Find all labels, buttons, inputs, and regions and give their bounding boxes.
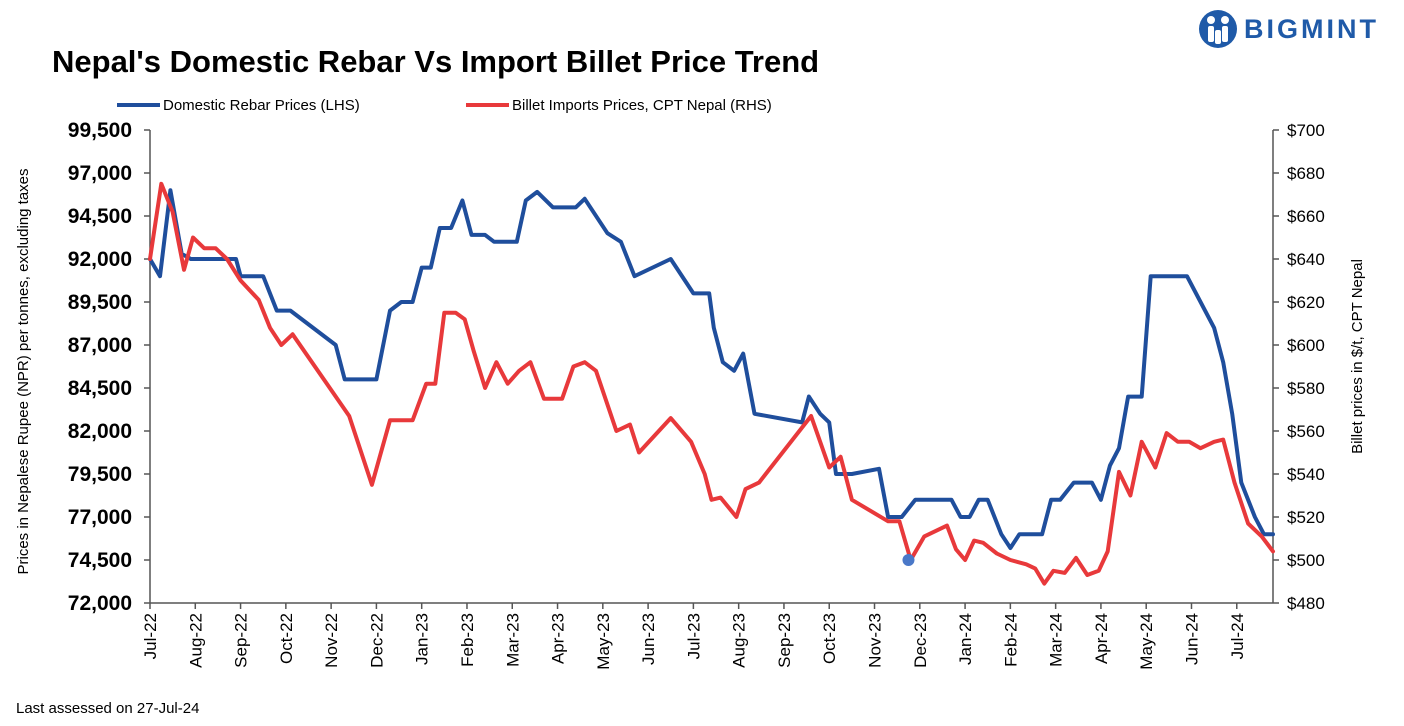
y-tick-label: 72,000 [68, 592, 132, 615]
x-tick-label: Dec-23 [911, 613, 930, 668]
y-tick-label: 92,000 [68, 248, 132, 271]
y-tick-label: 99,500 [68, 119, 132, 142]
x-tick-label: Nov-23 [866, 613, 885, 668]
y-tick-label: 77,000 [68, 506, 132, 529]
x-tick-label: Jan-24 [956, 613, 975, 665]
y2-tick-label: $680 [1287, 164, 1325, 183]
y2-tick-label: $700 [1287, 121, 1325, 140]
y2-tick-label: $560 [1287, 422, 1325, 441]
x-tick-label: Oct-22 [277, 613, 296, 664]
x-tick-label: Jun-24 [1182, 613, 1201, 665]
y-tick-label: 87,000 [68, 334, 132, 357]
brand-name: BIGMINT [1244, 13, 1379, 44]
highlight-point-marker [902, 554, 915, 566]
y2-tick-label: $640 [1287, 250, 1325, 269]
last-assessed-note: Last assessed on 27-Jul-24 [16, 700, 200, 717]
x-tick-label: Jun-23 [639, 613, 658, 665]
x-tick-label: Sep-23 [775, 613, 794, 668]
y-tick-label: 79,500 [68, 463, 132, 486]
y2-tick-label: $580 [1287, 379, 1325, 398]
y2-tick-label: $660 [1287, 207, 1325, 226]
y-tick-label: 94,500 [68, 205, 132, 228]
y2-tick-label: $500 [1287, 551, 1325, 570]
x-tick-label: Feb-24 [1001, 613, 1020, 667]
x-tick-label: Mar-23 [503, 613, 522, 667]
page-title: Nepal's Domestic Rebar Vs Import Billet … [52, 44, 820, 79]
y2-axis-title: Billet prices in $/t, CPT Nepal [1349, 259, 1366, 454]
y2-tick-label: $480 [1287, 594, 1325, 613]
x-tick-label: Feb-23 [458, 613, 477, 667]
x-tick-label: Jan-23 [413, 613, 432, 665]
x-tick-label: Oct-23 [820, 613, 839, 664]
rebar-price-line [148, 188, 1275, 550]
x-tick-label: Jul-23 [684, 613, 703, 659]
y-tick-label: 89,500 [68, 291, 132, 314]
y2-tick-label: $520 [1287, 508, 1325, 527]
x-tick-label: Apr-24 [1092, 613, 1111, 664]
x-tick-label: Apr-23 [549, 613, 568, 664]
x-tick-label: Mar-24 [1047, 613, 1066, 667]
y-tick-label: 82,000 [68, 420, 132, 443]
y-tick-label: 84,500 [68, 377, 132, 400]
x-tick-label: Dec-22 [367, 613, 386, 668]
y-axis-title: Prices in Nepalese Rupee (NPR) per tonne… [15, 168, 32, 574]
y2-tick-label: $540 [1287, 465, 1325, 484]
billet-price-line [148, 181, 1275, 586]
brand-logo: BIGMINT [1198, 4, 1398, 54]
y2-tick-label: $600 [1287, 336, 1325, 355]
x-tick-label: Aug-22 [186, 613, 205, 668]
y-tick-label: 74,500 [68, 549, 132, 572]
y-tick-label: 97,000 [68, 162, 132, 185]
x-tick-label: Sep-22 [232, 613, 251, 668]
legend-label-rebar: Domestic Rebar Prices (LHS) [163, 97, 360, 114]
legend-label-billet: Billet Imports Prices, CPT Nepal (RHS) [512, 97, 772, 114]
y2-tick-label: $620 [1287, 293, 1325, 312]
x-tick-label: Aug-23 [730, 613, 749, 668]
x-tick-label: Jul-22 [141, 613, 160, 659]
x-tick-label: May-24 [1137, 613, 1156, 670]
bigmint-logo-icon [1199, 10, 1237, 48]
x-tick-label: Nov-22 [322, 613, 341, 668]
x-tick-label: May-23 [594, 613, 613, 670]
x-tick-label: Jul-24 [1228, 613, 1247, 659]
